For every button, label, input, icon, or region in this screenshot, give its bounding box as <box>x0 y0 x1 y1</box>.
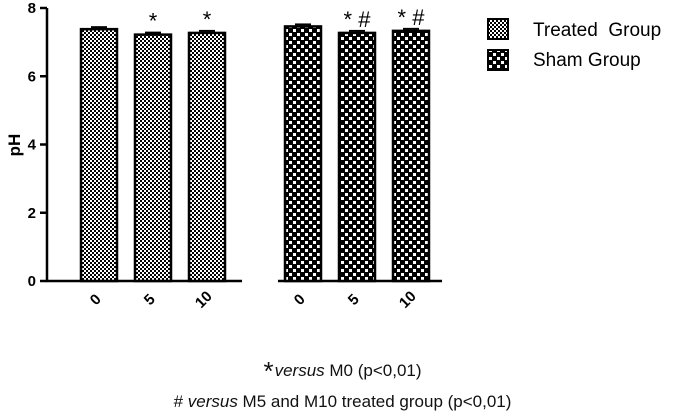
significance-mark: * <box>203 7 212 32</box>
legend-swatch-sham <box>487 49 509 71</box>
footnote-1-italic: versus <box>274 361 325 380</box>
footnote-2-text: M5 and M10 treated group (p<0,01) <box>237 392 512 411</box>
significance-mark: * # <box>344 7 372 32</box>
bar-sham-10 <box>391 29 431 283</box>
y-tick-label: 4 <box>28 137 37 154</box>
legend-swatch-treated <box>487 18 509 40</box>
x-tick-label: 5 <box>141 291 159 309</box>
footnote-1-text: M0 (p<0,01) <box>324 361 422 380</box>
footnote-versus-m0: *versus M0 (p<0,01) <box>0 356 685 387</box>
x-tick-label: 5 <box>345 291 363 309</box>
x-tick-labels: 0 5 10 0 5 10 <box>87 288 420 312</box>
legend-label-treated: Treated Group <box>533 20 661 41</box>
x-tick-label: 0 <box>87 291 105 309</box>
legend: Treated Group Sham Group <box>487 18 661 71</box>
y-axis-title: pH <box>5 134 24 157</box>
x-tick-label: 10 <box>192 288 216 312</box>
bar-sham-0 <box>283 25 323 283</box>
bars <box>79 23 431 283</box>
footnote-2-italic: versus <box>187 392 238 411</box>
y-axis: 0 2 4 6 8 <box>28 0 49 290</box>
significance-mark: * <box>149 9 158 34</box>
bar-sham-5 <box>337 31 377 283</box>
x-tick-label: 10 <box>396 288 420 312</box>
footnote-versus-m5-m10: # versus M5 and M10 treated group (p<0,0… <box>0 392 685 412</box>
y-tick-label: 6 <box>28 68 36 85</box>
significance-marks: * * * # * # <box>149 5 425 34</box>
bar-treated-10 <box>187 31 227 283</box>
legend-label-sham: Sham Group <box>533 50 641 71</box>
bar-treated-0 <box>79 27 119 283</box>
x-tick-label: 0 <box>291 291 309 309</box>
significance-mark: * # <box>398 5 426 30</box>
y-tick-label: 0 <box>28 273 36 290</box>
legend-item-treated: Treated Group <box>487 18 661 41</box>
legend-item-sham: Sham Group <box>487 49 641 71</box>
bar-treated-5 <box>133 33 173 283</box>
footnote-2-symbol: # <box>173 392 188 411</box>
footnote-1-symbol: * <box>263 356 274 386</box>
y-tick-label: 8 <box>28 0 36 17</box>
y-tick-label: 2 <box>28 205 36 222</box>
